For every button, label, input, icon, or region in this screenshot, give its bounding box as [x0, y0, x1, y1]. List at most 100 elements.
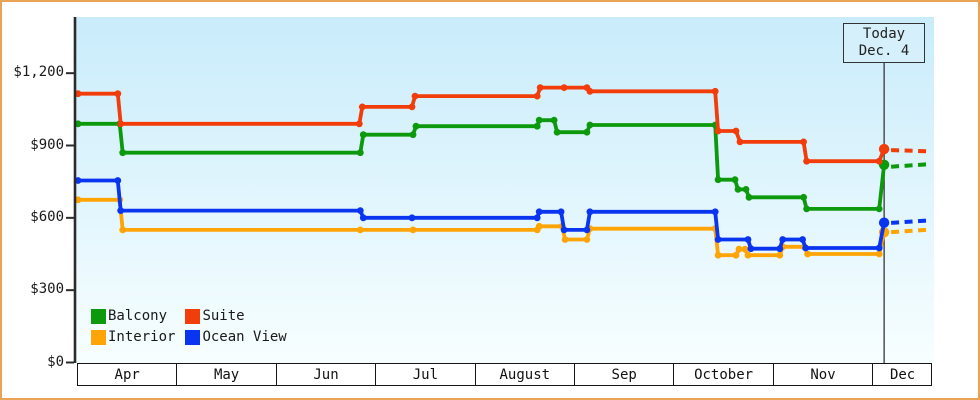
data-point-interior [356, 226, 364, 234]
data-point-interior [409, 226, 417, 234]
y-axis-label: $1,200 [13, 64, 64, 81]
data-point-interior [583, 236, 591, 243]
month-cell-august: August [476, 364, 575, 385]
data-point-suite [736, 138, 744, 146]
today-point-suite [878, 143, 890, 155]
y-axis-label: $600 [30, 208, 64, 225]
legend-swatch-interior [91, 329, 106, 345]
data-point-suite [408, 103, 416, 111]
month-cell-sep: Sep [575, 364, 675, 385]
data-point-suite [875, 157, 883, 165]
data-point-suite [411, 92, 419, 100]
data-point-balcony [714, 176, 722, 184]
data-point-suite [117, 120, 125, 128]
data-point-balcony [533, 122, 541, 130]
data-point-interior [741, 245, 749, 253]
data-point-ocean-view [533, 214, 541, 222]
data-point-balcony [586, 121, 594, 129]
data-point-interior [875, 250, 883, 258]
data-point-balcony [734, 186, 742, 193]
data-point-suite [74, 90, 82, 98]
data-point-interior [804, 250, 811, 258]
today-label: Today [862, 26, 906, 42]
data-point-ocean-view [356, 207, 364, 215]
data-point-ocean-view [744, 236, 752, 243]
data-point-ocean-view [776, 245, 784, 253]
data-point-balcony [356, 149, 364, 157]
today-annotation: Today Dec. 4 [843, 23, 925, 63]
data-point-ocean-view [535, 208, 543, 216]
data-point-balcony [742, 186, 750, 193]
series-line-ocean-view [78, 178, 886, 251]
data-point-balcony [74, 120, 82, 128]
data-point-suite [803, 157, 810, 165]
data-point-suite [586, 87, 594, 95]
month-cell-nov: Nov [774, 364, 874, 385]
legend-item-balcony: Balcony [91, 308, 175, 324]
series-line-balcony [78, 118, 886, 211]
data-point-suite [800, 138, 807, 146]
data-point-ocean-view [408, 214, 416, 222]
legend: Balcony Suite Interior Ocean View [91, 308, 287, 345]
data-point-suite [732, 127, 740, 135]
projection-line-interior [890, 227, 929, 235]
legend-item-ocean-view: Ocean View [185, 329, 287, 345]
legend-item-interior: Interior [91, 329, 175, 345]
legend-swatch-suite [185, 308, 201, 324]
data-point-balcony [119, 149, 127, 157]
data-point-balcony [731, 176, 739, 184]
data-point-suite [114, 90, 122, 98]
y-axis-label: $0 [47, 353, 64, 370]
data-point-balcony [745, 193, 753, 201]
data-point-suite [358, 103, 366, 111]
data-point-ocean-view [799, 236, 806, 243]
data-point-interior [714, 251, 722, 259]
data-point-interior [561, 236, 569, 243]
legend-item-suite: Suite [185, 308, 286, 324]
data-point-suite [533, 92, 541, 100]
data-point-suite [714, 127, 722, 135]
month-cell-october: October [674, 364, 774, 385]
projection-line-balcony [890, 162, 929, 169]
data-point-ocean-view [74, 177, 82, 184]
legend-swatch-balcony [91, 308, 106, 324]
month-cell-apr: Apr [78, 364, 178, 385]
data-point-ocean-view [117, 207, 125, 215]
data-point-ocean-view [560, 226, 568, 234]
legend-label: Ocean View [202, 329, 287, 345]
data-point-ocean-view [875, 244, 883, 252]
projection-line-suite [891, 148, 928, 154]
today-point-ocean-view [878, 217, 890, 228]
data-point-interior [735, 245, 743, 253]
data-point-balcony [412, 122, 420, 130]
data-point-suite [536, 84, 544, 91]
month-cell-jun: Jun [277, 364, 377, 385]
y-axis-labels: $1,200 $900 $600 $300 $0 [2, 2, 64, 398]
data-point-interior [776, 251, 784, 259]
projection-line-ocean-view [890, 218, 929, 225]
today-date: Dec. 4 [858, 43, 910, 59]
data-point-interior [535, 222, 543, 230]
data-point-ocean-view [557, 208, 565, 216]
month-cell-may: May [177, 364, 277, 385]
y-axis-label: $300 [30, 281, 64, 298]
data-point-ocean-view [779, 236, 787, 243]
data-point-suite [560, 84, 568, 91]
data-point-ocean-view [583, 226, 591, 234]
data-point-balcony [359, 131, 367, 139]
legend-swatch-ocean-view [185, 329, 201, 345]
data-point-balcony [583, 128, 591, 136]
data-point-ocean-view [747, 245, 755, 253]
data-point-balcony [800, 193, 807, 201]
data-point-balcony [553, 128, 561, 136]
data-point-balcony [875, 205, 883, 213]
data-point-interior [74, 196, 82, 204]
data-point-suite [711, 87, 719, 95]
legend-label: Suite [202, 308, 245, 324]
data-point-interior [732, 251, 740, 259]
data-point-balcony [409, 131, 417, 139]
data-point-ocean-view [359, 214, 367, 222]
legend-label: Interior [108, 329, 176, 345]
data-point-balcony [535, 116, 543, 124]
